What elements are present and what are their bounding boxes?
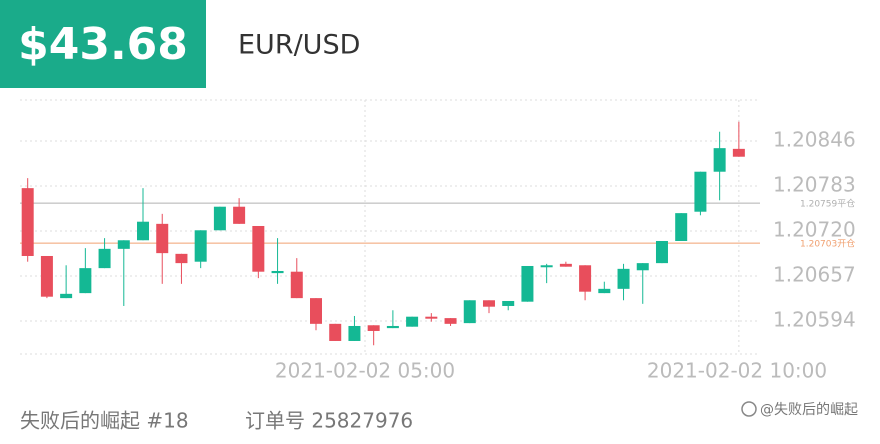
- candle-body: [425, 316, 438, 319]
- candle-body: [694, 171, 707, 212]
- candle-body: [233, 206, 246, 224]
- pair: EUR/USD: [238, 30, 360, 61]
- x-tick-label: 2021-02-02 10:00: [647, 359, 827, 383]
- reference-label: 1.20759平仓: [800, 198, 855, 210]
- plot: 1.20846 1.20783 1.20720 1.20657 1.20594 2021-…: [20, 100, 856, 383]
- candle-body: [386, 325, 399, 329]
- candle-body: [310, 298, 322, 324]
- candle-body: [290, 271, 303, 299]
- reference-label: 1.20703开仓: [800, 238, 855, 250]
- candle-body: [655, 240, 668, 264]
- watermark-icon: [741, 401, 757, 417]
- candle-body: [175, 253, 188, 264]
- trader-name: 失败后的崛起 #18: [20, 409, 189, 433]
- candle-body: [79, 268, 92, 294]
- candle-body: [329, 323, 342, 341]
- y-tick-label: 1.20846: [773, 128, 856, 152]
- candle-body: [40, 255, 53, 297]
- candle-body: [406, 316, 419, 327]
- candle-body: [271, 270, 284, 274]
- candle-body: [559, 263, 572, 267]
- order-number: 订单号 25827976: [245, 409, 413, 433]
- price-badge: [0, 0, 206, 88]
- y-tick-label: 1.20720: [773, 217, 856, 241]
- candle-body: [21, 188, 34, 256]
- candle-body: [117, 240, 130, 249]
- candle-body: [444, 318, 457, 324]
- candle-body: [348, 325, 361, 341]
- candle-body: [252, 225, 265, 272]
- candle-body: [194, 230, 207, 262]
- candle-body: [598, 288, 611, 294]
- watermark: @失败后的崛起: [760, 402, 858, 418]
- candle-body: [636, 263, 649, 271]
- candle-body: [675, 213, 688, 241]
- candle-body: [156, 223, 169, 254]
- price: $43.68: [18, 19, 188, 70]
- candle-body: [502, 300, 515, 306]
- candle-body: [540, 265, 553, 268]
- candle-body: [98, 248, 111, 269]
- x-tick-label: 2021-02-02 05:00: [275, 359, 455, 383]
- y-tick-label: 1.20783: [773, 172, 856, 196]
- candle-body: [137, 221, 150, 241]
- candle-body: [579, 265, 592, 292]
- candle-body: [482, 300, 495, 307]
- candle-body: [713, 148, 726, 172]
- candle-body: [732, 148, 745, 157]
- y-tick-label: 1.20657: [773, 262, 856, 286]
- candle-body: [617, 268, 630, 289]
- candle-body: [213, 206, 226, 231]
- y-tick-label: 1.20594: [773, 307, 856, 331]
- candle-body: [521, 265, 534, 302]
- candle-body: [463, 300, 476, 324]
- candle-body: [367, 325, 380, 331]
- candle-body: [60, 293, 73, 299]
